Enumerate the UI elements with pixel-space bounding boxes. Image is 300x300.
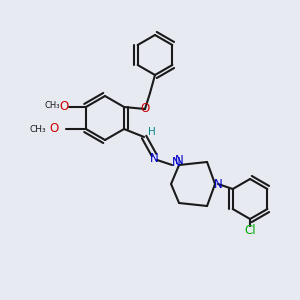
Text: Cl: Cl (244, 224, 256, 238)
Text: O: O (59, 100, 69, 112)
Text: N: N (175, 154, 183, 166)
Text: O: O (140, 103, 150, 116)
Text: H: H (148, 127, 156, 137)
Text: N: N (172, 157, 180, 169)
Text: O: O (50, 122, 59, 136)
Text: CH₃: CH₃ (29, 124, 46, 134)
Text: N: N (214, 178, 222, 190)
Text: CH₃: CH₃ (44, 101, 60, 110)
Text: N: N (150, 152, 158, 164)
